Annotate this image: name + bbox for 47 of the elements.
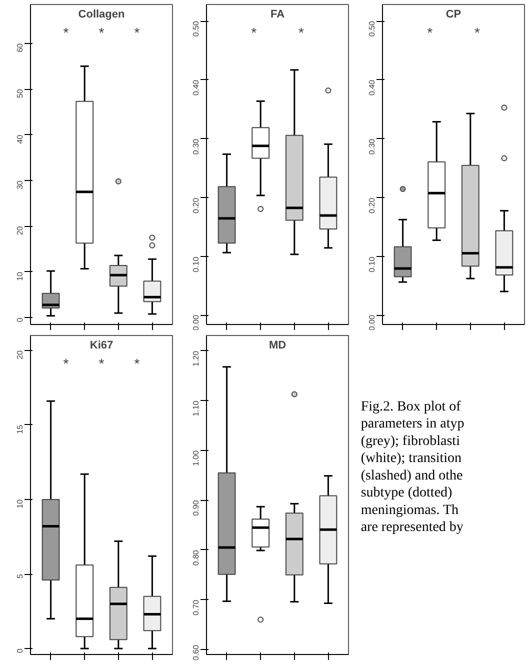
y-tick-label: 10: [16, 498, 24, 508]
y-tick-label: 0.30: [368, 138, 376, 154]
annotation: *: [98, 24, 105, 40]
y-tick-label: 1.10: [192, 400, 200, 416]
y-tick-label: 0: [16, 648, 24, 653]
y-tick-label: 20: [16, 226, 24, 236]
y-tick-label: 0.00: [192, 314, 200, 330]
chart-title: FA: [270, 8, 285, 20]
annotation: *: [298, 24, 304, 40]
y-tick-label: 0.40: [192, 79, 200, 96]
chart-title: MD: [268, 340, 286, 352]
y-tick-label: 0.90: [192, 500, 200, 516]
y-tick-label: 0.40: [368, 79, 376, 96]
y-tick-label: 40: [16, 134, 24, 144]
annotation: *: [251, 24, 258, 40]
annotation: *: [63, 356, 70, 372]
y-tick-label: 1.20: [192, 350, 200, 366]
chart-title: Ki67: [90, 340, 114, 352]
caption: Fig.2. Box plot of parameters in atyp (grey); fibroblasti (white); transition (slashed) and othe subtype (dotted) meningiomas. Th are represented by: [360, 399, 464, 536]
y-tick-label: 0.50: [368, 20, 376, 37]
y-tick-label: 10: [16, 271, 24, 281]
y-tick-label: 0.00: [368, 314, 376, 330]
y-tick-label: 60: [16, 42, 24, 52]
annotation: *: [98, 356, 105, 372]
annotation: *: [134, 356, 140, 372]
y-tick-label: 0.20: [368, 197, 376, 214]
chart-title: Collagen: [78, 8, 126, 20]
y-tick-label: 0.30: [192, 138, 200, 154]
annotation: *: [427, 24, 434, 40]
y-tick-label: 0.70: [192, 599, 200, 616]
annotation: *: [63, 24, 70, 40]
chart-title: CP: [446, 8, 462, 20]
y-tick-label: 0.60: [192, 644, 200, 660]
y-tick-label: 1.00: [192, 450, 200, 466]
y-tick-label: 30: [16, 180, 24, 190]
annotation: *: [474, 24, 480, 40]
y-tick-label: 0.10: [368, 256, 376, 272]
y-tick-label: 0: [16, 317, 24, 322]
y-tick-label: 0.10: [192, 256, 200, 272]
y-tick-label: 50: [16, 88, 24, 98]
annotation: *: [134, 24, 140, 40]
y-tick-label: 0.20: [192, 197, 200, 214]
y-tick-label: 20: [16, 350, 24, 360]
y-tick-label: 0.80: [192, 549, 200, 566]
y-tick-label: 0.50: [192, 20, 200, 37]
y-tick-label: 15: [16, 424, 24, 434]
y-tick-label: 5: [16, 573, 24, 578]
